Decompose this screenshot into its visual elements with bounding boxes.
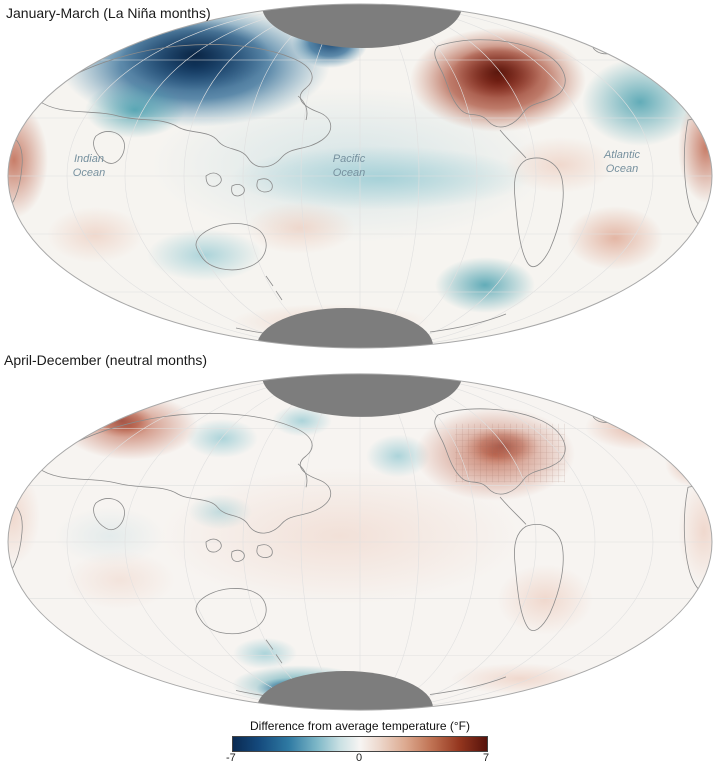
map2-anomaly-layer <box>8 373 712 711</box>
ocean-label-pacific: Pacific Ocean <box>332 153 366 180</box>
legend-tick-max: 7 <box>483 752 490 764</box>
map-january-march <box>7 3 713 349</box>
map1-globe-outline <box>7 3 713 349</box>
ocean-label-atlantic: Atlantic Ocean <box>603 149 641 176</box>
map2-globe-outline <box>7 373 713 711</box>
map-april-december <box>7 373 713 711</box>
map-title-apr-dec: April-December (neutral months) <box>4 352 208 368</box>
legend-colorbar <box>232 736 488 752</box>
no-data-north-polar-cap <box>262 373 462 417</box>
legend-tick-mid: 0 <box>356 752 363 764</box>
ocean-label-indian: Indian Ocean <box>72 153 106 180</box>
legend-title: Difference from average temperature (°F) <box>250 719 470 733</box>
no-data-south-polar-cap <box>257 308 433 348</box>
map1-anomaly-layer <box>8 4 712 348</box>
no-data-north-polar-cap <box>262 4 462 48</box>
map-title-jan-mar: January-March (La Niña months) <box>6 5 211 21</box>
legend-tick-min: -7 <box>226 752 236 764</box>
no-data-south-polar-cap <box>257 671 433 711</box>
